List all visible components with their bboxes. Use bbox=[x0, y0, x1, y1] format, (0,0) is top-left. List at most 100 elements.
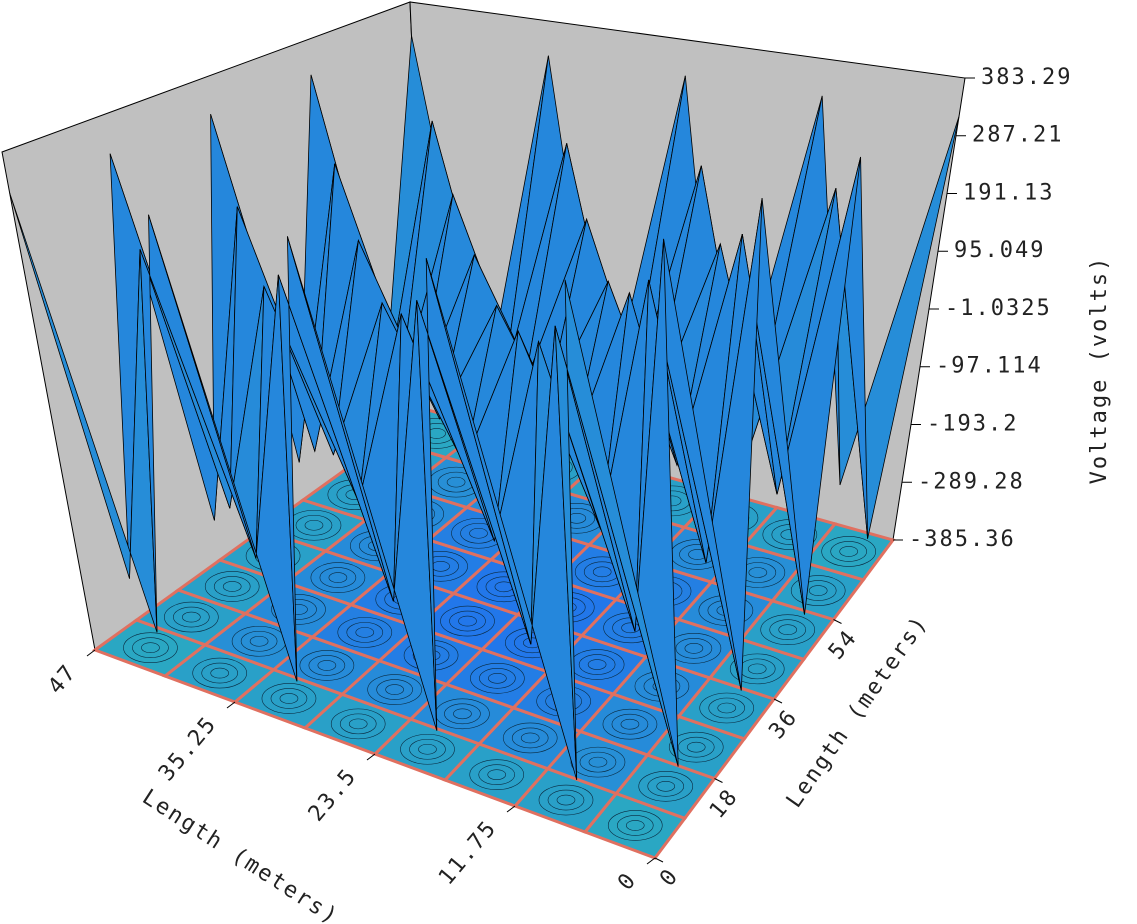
contour bbox=[625, 820, 645, 831]
contour bbox=[699, 692, 755, 724]
contour bbox=[328, 572, 348, 583]
contour bbox=[675, 638, 713, 659]
x-tick bbox=[226, 701, 236, 709]
x-tick-label: 11.75 bbox=[434, 816, 502, 890]
contour bbox=[449, 610, 486, 632]
contour bbox=[469, 759, 525, 790]
contour bbox=[299, 650, 355, 681]
contour bbox=[164, 601, 219, 633]
contour bbox=[444, 703, 481, 725]
z-tick-label: -97.114 bbox=[936, 354, 1043, 379]
contour bbox=[578, 654, 616, 675]
x-tick bbox=[506, 805, 516, 813]
contour bbox=[337, 617, 393, 648]
contour bbox=[556, 794, 576, 806]
contour bbox=[310, 562, 366, 593]
contour bbox=[213, 576, 251, 597]
y-tick-label: 36 bbox=[764, 705, 803, 744]
contour bbox=[339, 713, 377, 735]
contour bbox=[778, 624, 798, 636]
y-tick-label: 0 bbox=[655, 864, 684, 892]
contour bbox=[470, 662, 525, 694]
contour bbox=[173, 606, 210, 628]
contour bbox=[279, 693, 299, 704]
contour bbox=[748, 567, 768, 578]
contour bbox=[487, 769, 507, 780]
contour bbox=[376, 679, 413, 700]
contour bbox=[271, 594, 326, 625]
contour bbox=[141, 642, 160, 653]
contour bbox=[821, 536, 876, 567]
surface bbox=[9, 35, 960, 780]
contour bbox=[210, 667, 229, 679]
contour bbox=[588, 756, 608, 768]
contour bbox=[611, 713, 649, 735]
contour bbox=[261, 683, 317, 714]
contour bbox=[458, 615, 477, 627]
contour bbox=[717, 702, 737, 714]
contour bbox=[201, 662, 238, 684]
z-tick-label: 383.29 bbox=[981, 65, 1072, 90]
y-tick bbox=[773, 698, 783, 704]
contour bbox=[647, 775, 685, 797]
contour bbox=[760, 614, 816, 646]
contour bbox=[502, 722, 558, 754]
z-tick-label: 287.21 bbox=[972, 123, 1063, 148]
y-tick-label: 54 bbox=[824, 625, 863, 664]
contour bbox=[385, 684, 404, 695]
y-tick-label: 18 bbox=[705, 784, 744, 823]
contour bbox=[677, 736, 715, 758]
contour bbox=[592, 566, 612, 578]
contour bbox=[304, 519, 324, 531]
contour bbox=[638, 770, 694, 802]
contour bbox=[132, 637, 169, 658]
contour bbox=[295, 514, 333, 536]
contour bbox=[570, 746, 626, 778]
contour bbox=[446, 476, 466, 488]
contour bbox=[222, 581, 242, 592]
contour bbox=[547, 789, 585, 811]
contour bbox=[686, 741, 706, 753]
contour bbox=[602, 708, 658, 740]
contour bbox=[469, 527, 488, 539]
contour bbox=[123, 632, 178, 663]
contour bbox=[684, 643, 704, 654]
x-tick-label: 0 bbox=[613, 868, 642, 896]
contour bbox=[270, 688, 308, 709]
contour bbox=[747, 663, 767, 675]
contour bbox=[346, 622, 384, 643]
z-tick-label: -289.28 bbox=[918, 469, 1025, 494]
contour bbox=[240, 630, 278, 652]
x-tick-label: 23.5 bbox=[304, 764, 362, 827]
contour bbox=[182, 611, 201, 623]
contour bbox=[656, 780, 676, 792]
z-tick-label: 95.049 bbox=[954, 238, 1045, 263]
contour bbox=[579, 751, 617, 773]
z-tick-label: -1.0325 bbox=[945, 296, 1052, 321]
contour bbox=[607, 810, 663, 841]
contour bbox=[790, 575, 846, 606]
contour bbox=[367, 674, 422, 705]
contour bbox=[729, 653, 785, 685]
contour bbox=[249, 635, 269, 647]
contour bbox=[192, 657, 247, 689]
contour bbox=[348, 718, 368, 730]
contour bbox=[538, 784, 594, 816]
contour bbox=[400, 733, 455, 765]
contour bbox=[409, 738, 446, 760]
contour bbox=[511, 727, 549, 749]
contour bbox=[620, 718, 640, 730]
z-tick-label: -193.2 bbox=[927, 412, 1018, 437]
y-tick bbox=[654, 857, 664, 863]
contour bbox=[330, 708, 386, 740]
contour bbox=[440, 605, 495, 637]
contour bbox=[355, 627, 375, 638]
contour bbox=[808, 585, 828, 596]
contour bbox=[616, 815, 654, 836]
x-tick-label: 47 bbox=[43, 660, 82, 699]
z-axis-title: Voltage (volts) bbox=[1087, 256, 1112, 485]
contour bbox=[839, 546, 858, 557]
contour bbox=[479, 667, 516, 689]
contour bbox=[769, 619, 807, 641]
